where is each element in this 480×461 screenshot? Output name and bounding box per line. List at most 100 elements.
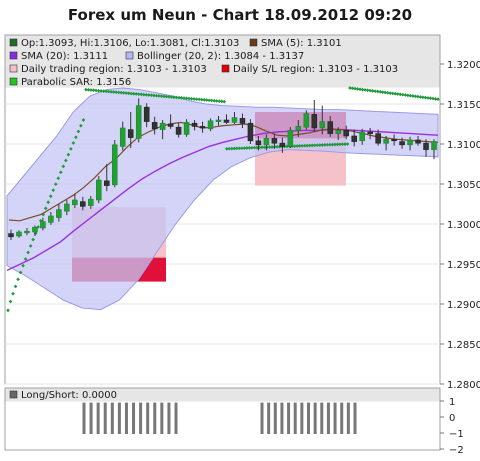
candle-body (32, 226, 38, 233)
sub-y-tick-label: 0 (449, 413, 455, 424)
psar-dot (111, 90, 116, 94)
candle-body (295, 126, 302, 131)
legend-swatch (9, 77, 18, 86)
candle-body (327, 121, 334, 134)
sma20-polyline (6, 128, 439, 272)
psar-dot (18, 270, 23, 275)
candle-body (111, 144, 118, 186)
long-short-bar (353, 402, 357, 434)
main-legend: Op:1.3093, Hi:1.3106, Lo:1.3081, Cl:1.31… (9, 38, 398, 88)
long-short-bar (103, 402, 107, 434)
candle-body (56, 209, 62, 218)
psar-dot (330, 142, 335, 147)
psar-dot (390, 91, 395, 96)
psar-dot (383, 90, 388, 95)
long-short-bar (333, 402, 337, 434)
candle-body (24, 230, 30, 234)
psar-dot (154, 93, 159, 98)
candle-body (167, 123, 174, 127)
psar-dot (187, 96, 191, 101)
psar-dot (405, 93, 410, 98)
psar-dot (31, 237, 35, 242)
psar-dot (393, 91, 398, 96)
candle-body (303, 113, 310, 128)
candle-body (351, 135, 357, 142)
candle-body (335, 130, 342, 134)
psar-dot (43, 206, 48, 211)
candle-body (16, 231, 22, 237)
psar-dot (182, 96, 186, 100)
psar-dot (380, 90, 385, 94)
psar-dot (219, 99, 224, 104)
candle-body (159, 122, 166, 130)
candle-body (415, 139, 421, 144)
psar-dot (343, 142, 347, 146)
psar-dot (421, 95, 425, 100)
candle-body (431, 141, 437, 150)
legend-swatch (249, 38, 258, 47)
psar-dot (126, 91, 131, 96)
long-short-bar (82, 402, 86, 434)
psar-dot (177, 95, 181, 100)
psar-dot (56, 176, 61, 181)
psar-dot (26, 250, 30, 255)
psar-dot (114, 90, 118, 95)
psar-dot (89, 88, 93, 92)
candle-body (375, 133, 381, 144)
psar-dot (252, 145, 257, 150)
psar-dot (400, 92, 405, 97)
psar-dot (69, 146, 73, 151)
psar-dot (295, 144, 300, 148)
psar-dot (353, 86, 357, 91)
long-short-bar (307, 402, 310, 434)
psar-dot (71, 141, 76, 145)
candle-body (48, 215, 54, 223)
legend-label: Daily S/L region: 1.3103 - 1.3103 (233, 64, 398, 75)
psar-dot (323, 143, 327, 147)
candle-body (215, 119, 222, 122)
sma20-line (6, 128, 439, 272)
candle-body (279, 142, 286, 147)
psar-dot (58, 170, 63, 175)
long-short-bar (267, 402, 271, 434)
y-tick-label: 1.3050 (447, 180, 480, 191)
psar-dot (325, 142, 330, 147)
psar-dot (385, 90, 390, 95)
legend-label: SMA (5): 1.3101 (261, 38, 342, 49)
y-tick-label: 1.3100 (447, 140, 480, 151)
long-short-bar (287, 402, 291, 434)
psar-dot (129, 91, 134, 96)
candle-body (359, 131, 365, 142)
chart-title: Forex um Neun - Chart 18.09.2012 09:20 (68, 6, 412, 24)
y-tick-label: 1.3000 (447, 220, 480, 231)
long-short-bar (96, 402, 100, 434)
psar-dot (305, 143, 310, 148)
psar-dot (207, 98, 212, 103)
long-short-bar (273, 402, 277, 434)
psar-dot (315, 143, 320, 148)
candle-body (103, 180, 110, 186)
psar-dot (431, 96, 435, 101)
psar-dot (247, 146, 252, 150)
long-short-bar (346, 402, 350, 434)
psar-dot (46, 200, 51, 205)
long-short-bar (160, 402, 164, 434)
candle-body (40, 221, 46, 229)
candle-body (263, 138, 270, 146)
psar-dot (224, 146, 229, 151)
psar-dot (51, 188, 56, 193)
main-y-axis: 1.3200 1.3150 1.3100 1.3050 1.3000 1.2950 1.29… (440, 60, 480, 391)
candle-body (239, 118, 246, 124)
legend-label: Op:1.3093, Hi:1.3106, Lo:1.3081, Cl:1.31… (21, 38, 239, 49)
sub-panel-legend-bg (5, 388, 440, 402)
candle-body (96, 179, 102, 201)
psar-dot (423, 95, 428, 100)
legend-swatch (9, 64, 18, 73)
psar-dot (81, 118, 86, 122)
candle-body (8, 233, 14, 238)
psar-dot (8, 299, 13, 304)
psar-dot (164, 94, 169, 99)
candle-body (199, 126, 206, 129)
psar-dot (310, 143, 315, 148)
